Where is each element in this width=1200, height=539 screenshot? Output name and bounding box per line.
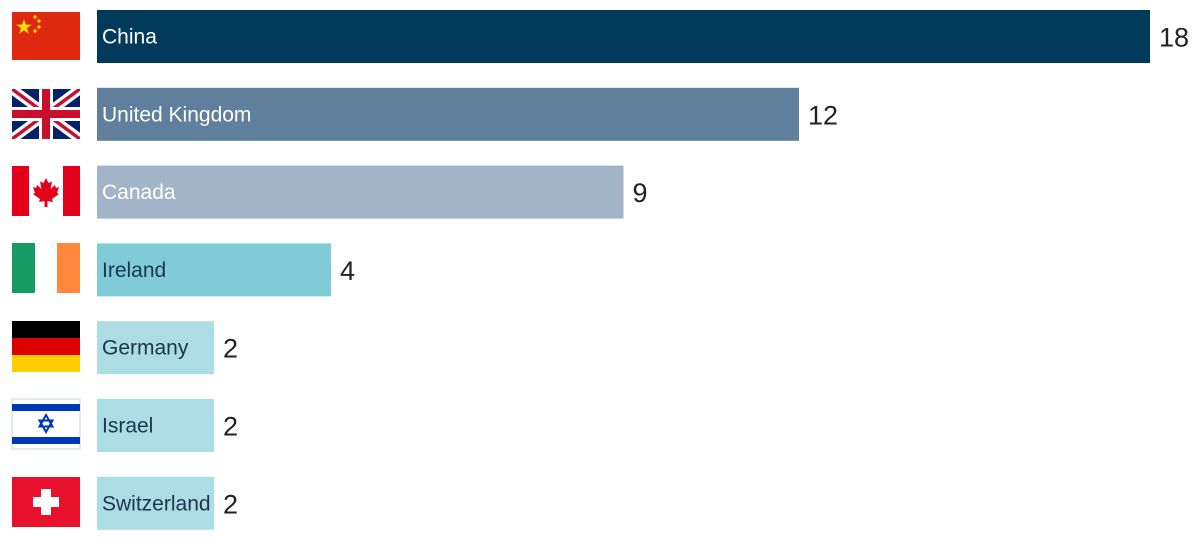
category-label: Ireland: [102, 259, 166, 282]
value-labels-group: 18 12 9 4 2 2 2: [223, 23, 1189, 520]
uk-flag-icon: [12, 89, 80, 139]
bar-israel: [97, 399, 214, 452]
value-label: 9: [633, 178, 648, 208]
israel-flag-icon: [11, 398, 81, 450]
switzerland-flag-icon: [12, 477, 80, 527]
value-label: 12: [808, 100, 838, 130]
category-label: Israel: [102, 415, 153, 438]
category-label: China: [102, 26, 157, 49]
flags: [11, 12, 81, 527]
value-label: 2: [223, 489, 238, 519]
category-label: Canada: [102, 181, 176, 204]
canada-flag-icon: [12, 166, 80, 216]
value-label: 2: [223, 412, 238, 442]
bar-switzerland: [97, 476, 214, 530]
bar-canada: [97, 165, 624, 219]
china-flag-icon: [12, 12, 80, 60]
category-label: Switzerland: [102, 492, 211, 515]
value-label: 4: [340, 256, 355, 286]
category-label: United Kingdom: [102, 103, 251, 126]
bar-ireland: [97, 243, 331, 297]
bar-united-kingdom: [97, 87, 799, 141]
category-labels-group: China United Kingdom Canada Ireland Germany I…: [102, 26, 251, 516]
category-label: Germany: [102, 337, 189, 360]
value-label: 2: [223, 334, 238, 364]
ireland-flag-icon: [12, 243, 80, 293]
bar-germany: [97, 321, 214, 375]
bar-china: [97, 10, 1150, 63]
bars-group: [97, 10, 1150, 530]
value-label: 18: [1159, 23, 1189, 53]
germany-flag-icon: [12, 321, 80, 372]
